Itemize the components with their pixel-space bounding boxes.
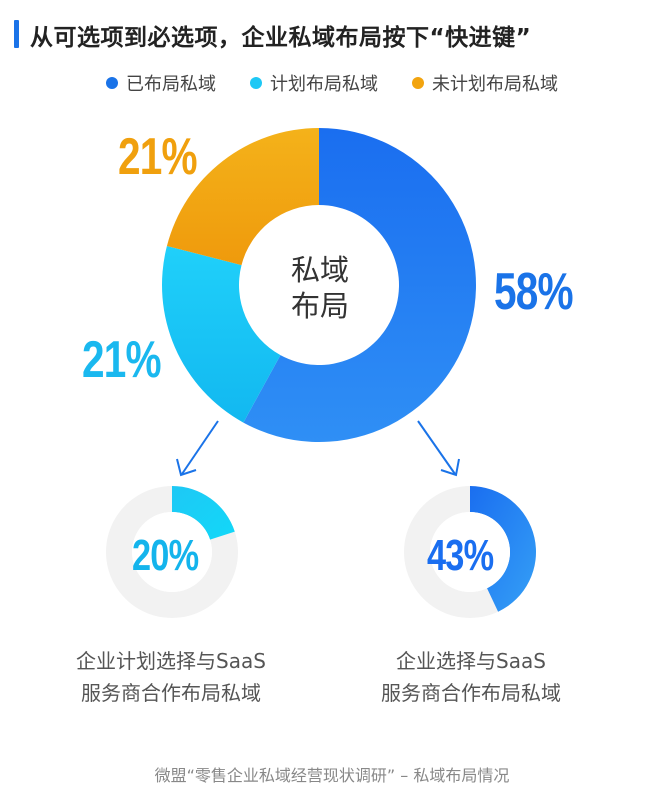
slice-label-planned: 21%: [82, 331, 162, 389]
legend-item-planned: 计划布局私域: [250, 70, 378, 96]
arrow-right-head: [440, 458, 460, 477]
chart-title: 从可选项到必选项，企业私域布局按下“快进键”: [30, 25, 532, 51]
caption-right-line2: 服务商合作布局私域: [381, 681, 561, 705]
donut-center-line2: 布局: [290, 289, 349, 323]
caption-left-line1: 企业计划选择与SaaS: [76, 649, 266, 673]
legend: 已布局私域 计划布局私域 未计划布局私域: [0, 70, 664, 96]
caption-left: 企业计划选择与SaaS 服务商合作布局私域: [41, 645, 301, 709]
legend-dot-not-planned: [412, 77, 424, 89]
small-donut-left: [105, 486, 238, 618]
slice-not-planned: [166, 128, 319, 266]
slice-label-not-planned: 21%: [118, 128, 198, 186]
arrow-right: [417, 420, 460, 477]
donut-center-line1: 私域: [290, 253, 349, 287]
small-left-arc: [172, 486, 235, 540]
legend-label-planned: 计划布局私域: [270, 74, 378, 95]
legend-item-deployed: 已布局私域: [106, 70, 216, 96]
title-accent-bar: [14, 20, 19, 48]
slice-label-deployed: 58%: [494, 263, 574, 321]
arrow-left: [176, 420, 219, 477]
small-right-arc: [470, 486, 536, 612]
source-note: 微盟“零售企业私域经营现状调研” – 私域布局情况: [154, 766, 510, 785]
arrow-left-shaft: [181, 420, 219, 475]
legend-dot-planned: [250, 77, 262, 89]
arrow-right-shaft: [417, 420, 456, 475]
arrow-left-head: [176, 458, 197, 477]
small-left-value: 20%: [132, 531, 199, 580]
small-donut-right: [403, 486, 536, 618]
legend-label-not-planned: 未计划布局私域: [432, 74, 558, 95]
main-donut: [161, 128, 476, 442]
small-left-hole: [132, 512, 212, 592]
legend-label-deployed: 已布局私域: [126, 74, 216, 95]
slice-deployed: [243, 128, 476, 442]
small-right-hole: [430, 512, 510, 592]
legend-dot-deployed: [106, 77, 118, 89]
small-right-value: 43%: [427, 531, 494, 580]
caption-right-line1: 企业选择与SaaS: [396, 649, 546, 673]
slice-planned: [161, 245, 281, 423]
caption-left-line2: 服务商合作布局私域: [81, 681, 261, 705]
donut-center-label: 私域 布局: [275, 252, 365, 324]
caption-right: 企业选择与SaaS 服务商合作布局私域: [341, 645, 601, 709]
legend-item-not-planned: 未计划布局私域: [412, 70, 558, 96]
